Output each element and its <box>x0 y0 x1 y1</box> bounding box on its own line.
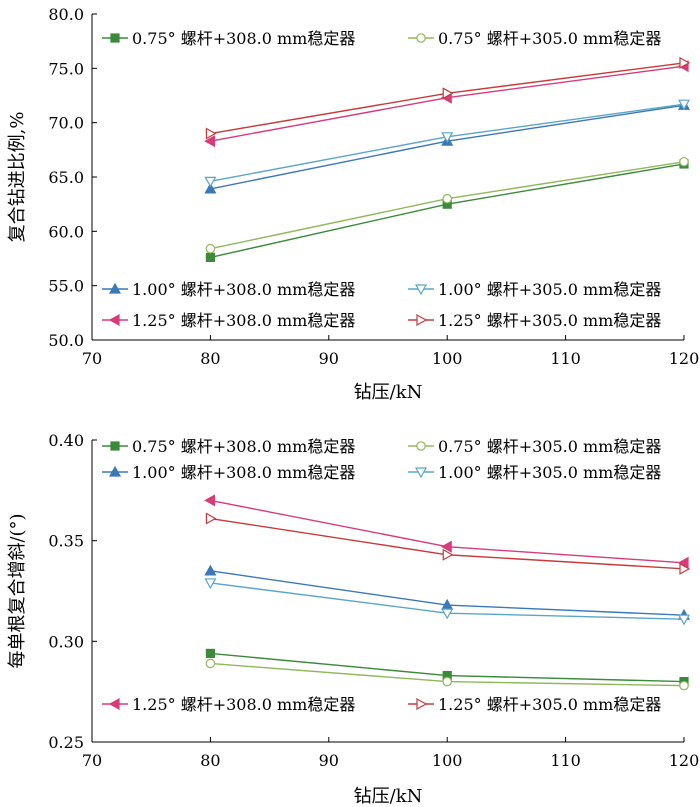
data-point-series-3 <box>441 132 454 144</box>
data-point-series-3 <box>441 608 454 620</box>
data-point-series-3 <box>677 99 691 111</box>
x-tick-label: 110 <box>550 349 581 368</box>
legend-item-series-0: 0.75° 螺杆+308.0 mm稳定器 <box>102 29 355 48</box>
x-tick-label: 120 <box>669 349 700 368</box>
x-axis-title: 钻压/kN <box>354 382 423 403</box>
legend-label: 0.75° 螺杆+308.0 mm稳定器 <box>132 29 355 48</box>
data-point-series-1 <box>679 156 689 167</box>
y-tick-label: 60.0 <box>48 222 84 241</box>
data-point-series-0 <box>205 252 215 263</box>
legend-marker <box>416 33 426 43</box>
data-point-series-2 <box>204 182 217 194</box>
data-point-series-5 <box>442 548 454 561</box>
legend-label: 1.25° 螺杆+305.0 mm稳定器 <box>438 311 661 330</box>
y-tick-label: 70.0 <box>48 114 84 133</box>
data-point-series-4 <box>440 540 452 553</box>
legend-item-series-2: 1.00° 螺杆+308.0 mm稳定器 <box>102 463 355 482</box>
legend-item-series-5: 1.25° 螺杆+305.0 mm稳定器 <box>408 695 661 714</box>
y-axis-title: 复合钻进比例,% <box>7 112 28 243</box>
legend-marker <box>416 697 428 711</box>
y-tick-label: 0.35 <box>48 532 84 551</box>
chart-top-drilling-ratio: 70 80 90 100 110 120 50.0 55.0 60.0 65.0 70.0 75.0 8… <box>7 5 699 403</box>
legend-item-series-3: 1.00° 螺杆+305.0 mm稳定器 <box>408 280 661 299</box>
legend-item-series-4: 1.25° 螺杆+308.0 mm稳定器 <box>102 311 355 330</box>
y-tick-label: 80.0 <box>48 5 84 24</box>
legend-item-series-2: 1.00° 螺杆+308.0 mm稳定器 <box>102 280 355 299</box>
legend-label: 1.00° 螺杆+305.0 mm稳定器 <box>438 280 661 299</box>
x-axis-title: 钻压/kN <box>354 786 423 807</box>
legend-label: 1.00° 螺杆+308.0 mm稳定器 <box>132 463 355 482</box>
data-point-series-0 <box>205 648 215 659</box>
data-point-series-1 <box>205 243 216 254</box>
legend-marker <box>108 282 122 294</box>
legend-label: 0.75° 螺杆+308.0 mm稳定器 <box>132 437 355 456</box>
legend-marker <box>414 467 428 479</box>
y-tick-label: 0.40 <box>48 431 84 450</box>
data-point-series-1 <box>442 676 452 687</box>
y-tick-label: 75.0 <box>48 59 84 78</box>
legend-item-series-1: 0.75° 螺杆+305.0 mm稳定器 <box>408 437 661 456</box>
y-tick-label: 55.0 <box>48 277 84 296</box>
legend-label: 1.25° 螺杆+305.0 mm稳定器 <box>438 695 661 714</box>
y-tick-label: 50.0 <box>48 331 84 350</box>
data-point-series-5 <box>442 87 454 100</box>
legend-label: 0.75° 螺杆+305.0 mm稳定器 <box>438 437 661 456</box>
legend-marker <box>108 313 120 327</box>
x-tick-label: 70 <box>82 751 102 770</box>
data-point-series-3 <box>204 578 217 590</box>
legend-label: 1.00° 螺杆+305.0 mm稳定器 <box>438 463 661 482</box>
legend-marker <box>108 697 120 711</box>
data-point-series-5 <box>679 562 691 575</box>
legend-marker <box>110 441 120 451</box>
data-point-series-3 <box>677 614 691 626</box>
x-tick-label: 100 <box>432 751 463 770</box>
legend-marker <box>416 313 428 327</box>
legend-item-series-5: 1.25° 螺杆+305.0 mm稳定器 <box>408 311 661 330</box>
legend-marker <box>110 33 120 43</box>
y-tick-label: 65.0 <box>48 168 84 187</box>
data-point-series-5 <box>679 56 691 69</box>
legend-label: 1.00° 螺杆+308.0 mm稳定器 <box>132 280 355 299</box>
x-tick-label: 110 <box>550 751 581 770</box>
legend-item-series-4: 1.25° 螺杆+308.0 mm稳定器 <box>102 695 355 714</box>
legend-label: 1.25° 螺杆+308.0 mm稳定器 <box>132 311 355 330</box>
y-axis-title: 每单根复合增斜/(°) <box>7 513 28 668</box>
legend-marker <box>108 465 122 477</box>
x-tick-label: 90 <box>319 751 339 770</box>
data-point-series-1 <box>679 680 689 691</box>
y-tick-label: 0.30 <box>48 632 84 651</box>
legend-item-series-0: 0.75° 螺杆+308.0 mm稳定器 <box>102 437 355 456</box>
data-point-series-4 <box>204 135 215 148</box>
x-tick-label: 90 <box>319 349 339 368</box>
legend-marker <box>416 441 426 451</box>
y-tick-label: 0.25 <box>48 733 84 752</box>
x-tick-label: 120 <box>669 751 700 770</box>
x-tick-label: 80 <box>200 349 220 368</box>
legend-item-series-3: 1.00° 螺杆+305.0 mm稳定器 <box>408 463 661 482</box>
x-tick-label: 70 <box>82 349 102 368</box>
data-point-series-5 <box>205 512 217 525</box>
x-tick-label: 80 <box>200 751 220 770</box>
chart-bottom-build-rate: 70 80 90 100 110 120 0.25 0.30 0.35 0.40 钻压/kN 每单根复… <box>7 431 699 807</box>
data-point-series-3 <box>204 176 217 188</box>
x-tick-label: 100 <box>432 349 463 368</box>
data-point-series-5 <box>205 127 217 140</box>
data-point-series-4 <box>204 494 215 507</box>
data-point-series-1 <box>442 193 452 204</box>
data-point-series-2 <box>204 564 217 576</box>
legend-label: 0.75° 螺杆+305.0 mm稳定器 <box>438 29 661 48</box>
legend-item-series-1: 0.75° 螺杆+305.0 mm稳定器 <box>408 29 661 48</box>
data-point-series-1 <box>205 658 216 669</box>
legend-marker <box>414 284 428 296</box>
legend-label: 1.25° 螺杆+308.0 mm稳定器 <box>132 695 355 714</box>
